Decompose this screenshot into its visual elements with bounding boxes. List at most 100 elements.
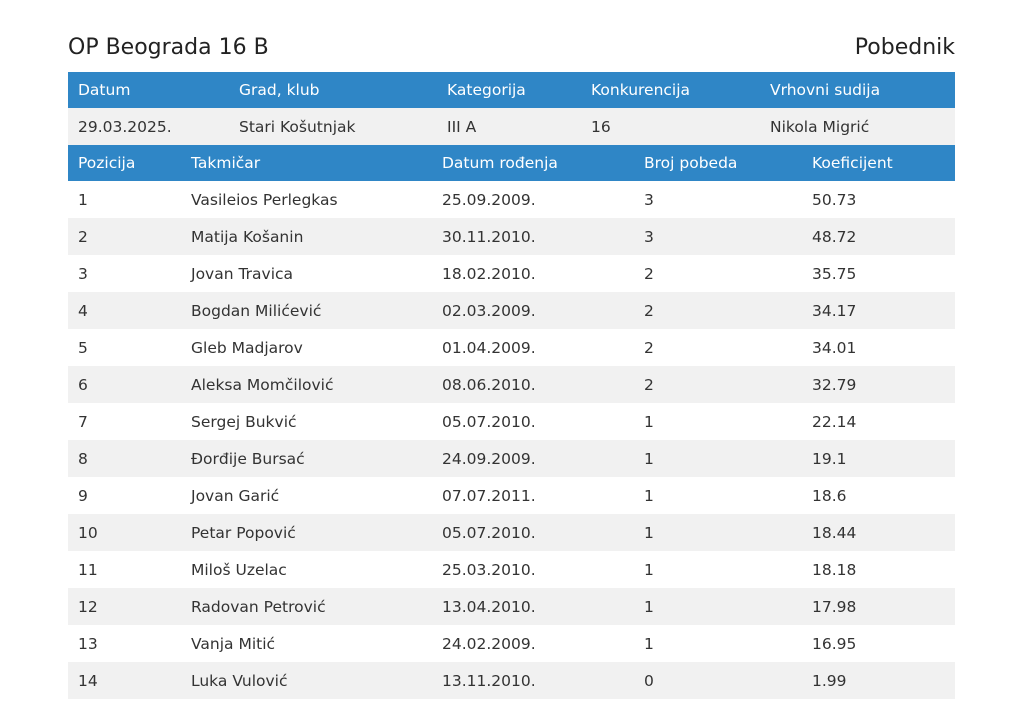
result-cell-datum-rodjenja: 07.07.2011. bbox=[442, 486, 536, 505]
table-row: 10 Petar Popović 05.07.2010. 1 18.44 bbox=[68, 514, 955, 551]
result-cell-broj-pobeda: 1 bbox=[644, 634, 654, 653]
result-cell-koeficijent: 17.98 bbox=[802, 588, 955, 625]
info-header-row: Datum Grad, klub Kategorija Konkurencija… bbox=[68, 72, 955, 108]
result-cell-koeficijent: 35.75 bbox=[812, 264, 857, 283]
result-cell-takmicar: Sergej Bukvić bbox=[191, 412, 297, 431]
info-header-kategorija: Kategorija bbox=[437, 72, 581, 108]
result-cell-pozicija: 9 bbox=[78, 486, 88, 505]
info-table: Datum Grad, klub Kategorija Konkurencija… bbox=[68, 72, 955, 145]
result-cell-pozicija: 13 bbox=[78, 634, 98, 653]
table-row: 3 Jovan Travica 18.02.2010. 2 35.75 bbox=[68, 255, 955, 292]
result-cell-takmicar: Vanja Mitić bbox=[191, 634, 276, 653]
result-cell-broj-pobeda: 3 bbox=[644, 190, 654, 209]
results-header-takmicar: Takmičar bbox=[181, 145, 432, 181]
result-cell-takmicar: Matija Košanin bbox=[181, 218, 432, 255]
result-cell-broj-pobeda: 2 bbox=[644, 338, 654, 357]
info-row: 29.03.2025. Stari Košutnjak III A 16 Nik… bbox=[68, 108, 955, 145]
result-cell-pozicija: 4 bbox=[68, 292, 181, 329]
page-subtitle: Pobednik bbox=[854, 34, 955, 60]
info-header-grad-klub: Grad, klub bbox=[229, 72, 437, 108]
info-header-vrhovni-sudija: Vrhovni sudija bbox=[760, 72, 955, 108]
result-cell-broj-pobeda: 1 bbox=[634, 588, 802, 625]
table-row: 7 Sergej Bukvić 05.07.2010. 1 22.14 bbox=[68, 403, 955, 440]
result-cell-koeficijent: 16.95 bbox=[812, 634, 857, 653]
result-cell-broj-pobeda: 3 bbox=[634, 218, 802, 255]
table-row: 2 Matija Košanin 30.11.2010. 3 48.72 bbox=[68, 218, 955, 255]
info-cell-kategorija: III A bbox=[437, 108, 581, 145]
table-row: 8 Đorđije Bursać 24.09.2009. 1 19.1 bbox=[68, 440, 955, 477]
result-cell-pozicija: 12 bbox=[68, 588, 181, 625]
page-title: OP Beograda 16 B bbox=[68, 34, 269, 60]
result-cell-koeficijent: 18.44 bbox=[802, 514, 955, 551]
result-cell-takmicar: Đorđije Bursać bbox=[181, 440, 432, 477]
result-cell-koeficijent: 1.99 bbox=[802, 662, 955, 699]
results-table: Pozicija Takmičar Datum rođenja Broj pob… bbox=[68, 145, 955, 699]
result-cell-datum-rodjenja: 18.02.2010. bbox=[442, 264, 536, 283]
results-body: 1 Vasileios Perlegkas 25.09.2009. 3 50.73 2 Ma… bbox=[68, 181, 955, 699]
result-cell-broj-pobeda: 0 bbox=[634, 662, 802, 699]
table-row: 13 Vanja Mitić 24.02.2009. 1 16.95 bbox=[68, 625, 955, 662]
result-cell-datum-rodjenja: 13.04.2010. bbox=[432, 588, 634, 625]
result-cell-takmicar: Luka Vulović bbox=[181, 662, 432, 699]
result-cell-takmicar: Vasileios Perlegkas bbox=[191, 190, 338, 209]
result-cell-pozicija: 2 bbox=[68, 218, 181, 255]
table-row: 11 Miloš Uzelac 25.03.2010. 1 18.18 bbox=[68, 551, 955, 588]
table-row: 9 Jovan Garić 07.07.2011. 1 18.6 bbox=[68, 477, 955, 514]
table-row: 1 Vasileios Perlegkas 25.09.2009. 3 50.73 bbox=[68, 181, 955, 218]
result-cell-datum-rodjenja: 05.07.2010. bbox=[432, 514, 634, 551]
table-row: 12 Radovan Petrović 13.04.2010. 1 17.98 bbox=[68, 588, 955, 625]
result-cell-koeficijent: 32.79 bbox=[802, 366, 955, 403]
result-cell-takmicar: Aleksa Momčilović bbox=[181, 366, 432, 403]
result-cell-takmicar: Radovan Petrović bbox=[181, 588, 432, 625]
result-cell-takmicar: Miloš Uzelac bbox=[191, 560, 287, 579]
info-cell-grad-klub: Stari Košutnjak bbox=[229, 108, 437, 145]
result-cell-takmicar: Petar Popović bbox=[181, 514, 432, 551]
document-page: OP Beograda 16 B Pobednik Datum Grad, kl… bbox=[68, 30, 955, 699]
result-cell-pozicija: 3 bbox=[78, 264, 88, 283]
result-cell-broj-pobeda: 1 bbox=[644, 560, 654, 579]
result-cell-datum-rodjenja: 08.06.2010. bbox=[432, 366, 634, 403]
results-header-koeficijent: Koeficijent bbox=[802, 145, 955, 181]
result-cell-broj-pobeda: 1 bbox=[634, 440, 802, 477]
result-cell-koeficijent: 22.14 bbox=[812, 412, 857, 431]
result-cell-pozicija: 5 bbox=[78, 338, 88, 357]
info-header-konkurencija: Konkurencija bbox=[581, 72, 760, 108]
result-cell-koeficijent: 50.73 bbox=[812, 190, 857, 209]
info-cell-konkurencija: 16 bbox=[581, 108, 760, 145]
result-cell-datum-rodjenja: 30.11.2010. bbox=[432, 218, 634, 255]
result-cell-koeficijent: 34.01 bbox=[812, 338, 857, 357]
result-cell-pozicija: 8 bbox=[68, 440, 181, 477]
result-cell-broj-pobeda: 2 bbox=[634, 366, 802, 403]
result-cell-pozicija: 11 bbox=[78, 560, 98, 579]
result-cell-broj-pobeda: 1 bbox=[644, 412, 654, 431]
table-row: 5 Gleb Madjarov 01.04.2009. 2 34.01 bbox=[68, 329, 955, 366]
table-row: 14 Luka Vulović 13.11.2010. 0 1.99 bbox=[68, 662, 955, 699]
result-cell-koeficijent: 48.72 bbox=[802, 218, 955, 255]
result-cell-broj-pobeda: 2 bbox=[634, 292, 802, 329]
results-header-broj-pobeda: Broj pobeda bbox=[634, 145, 802, 181]
result-cell-datum-rodjenja: 02.03.2009. bbox=[432, 292, 634, 329]
info-cell-datum: 29.03.2025. bbox=[68, 108, 229, 145]
result-cell-koeficijent: 19.1 bbox=[802, 440, 955, 477]
info-cell-vrhovni-sudija: Nikola Migrić bbox=[760, 108, 955, 145]
results-header-pozicija: Pozicija bbox=[68, 145, 181, 181]
result-cell-pozicija: 1 bbox=[78, 190, 88, 209]
result-cell-koeficijent: 18.6 bbox=[812, 486, 847, 505]
info-header-datum: Datum bbox=[68, 72, 229, 108]
result-cell-datum-rodjenja: 25.09.2009. bbox=[442, 190, 536, 209]
table-row: 4 Bogdan Milićević 02.03.2009. 2 34.17 bbox=[68, 292, 955, 329]
result-cell-datum-rodjenja: 24.09.2009. bbox=[432, 440, 634, 477]
result-cell-datum-rodjenja: 01.04.2009. bbox=[442, 338, 536, 357]
table-row: 6 Aleksa Momčilović 08.06.2010. 2 32.79 bbox=[68, 366, 955, 403]
result-cell-koeficijent: 34.17 bbox=[802, 292, 955, 329]
result-cell-datum-rodjenja: 13.11.2010. bbox=[432, 662, 634, 699]
results-header-row: Pozicija Takmičar Datum rođenja Broj pob… bbox=[68, 145, 955, 181]
result-cell-takmicar: Jovan Travica bbox=[191, 264, 294, 283]
result-cell-takmicar: Jovan Garić bbox=[191, 486, 280, 505]
result-cell-pozicija: 6 bbox=[68, 366, 181, 403]
results-header-datum-rodjenja: Datum rođenja bbox=[432, 145, 634, 181]
result-cell-pozicija: 10 bbox=[68, 514, 181, 551]
result-cell-datum-rodjenja: 25.03.2010. bbox=[442, 560, 536, 579]
result-cell-koeficijent: 18.18 bbox=[812, 560, 857, 579]
result-cell-takmicar: Gleb Madjarov bbox=[191, 338, 303, 357]
